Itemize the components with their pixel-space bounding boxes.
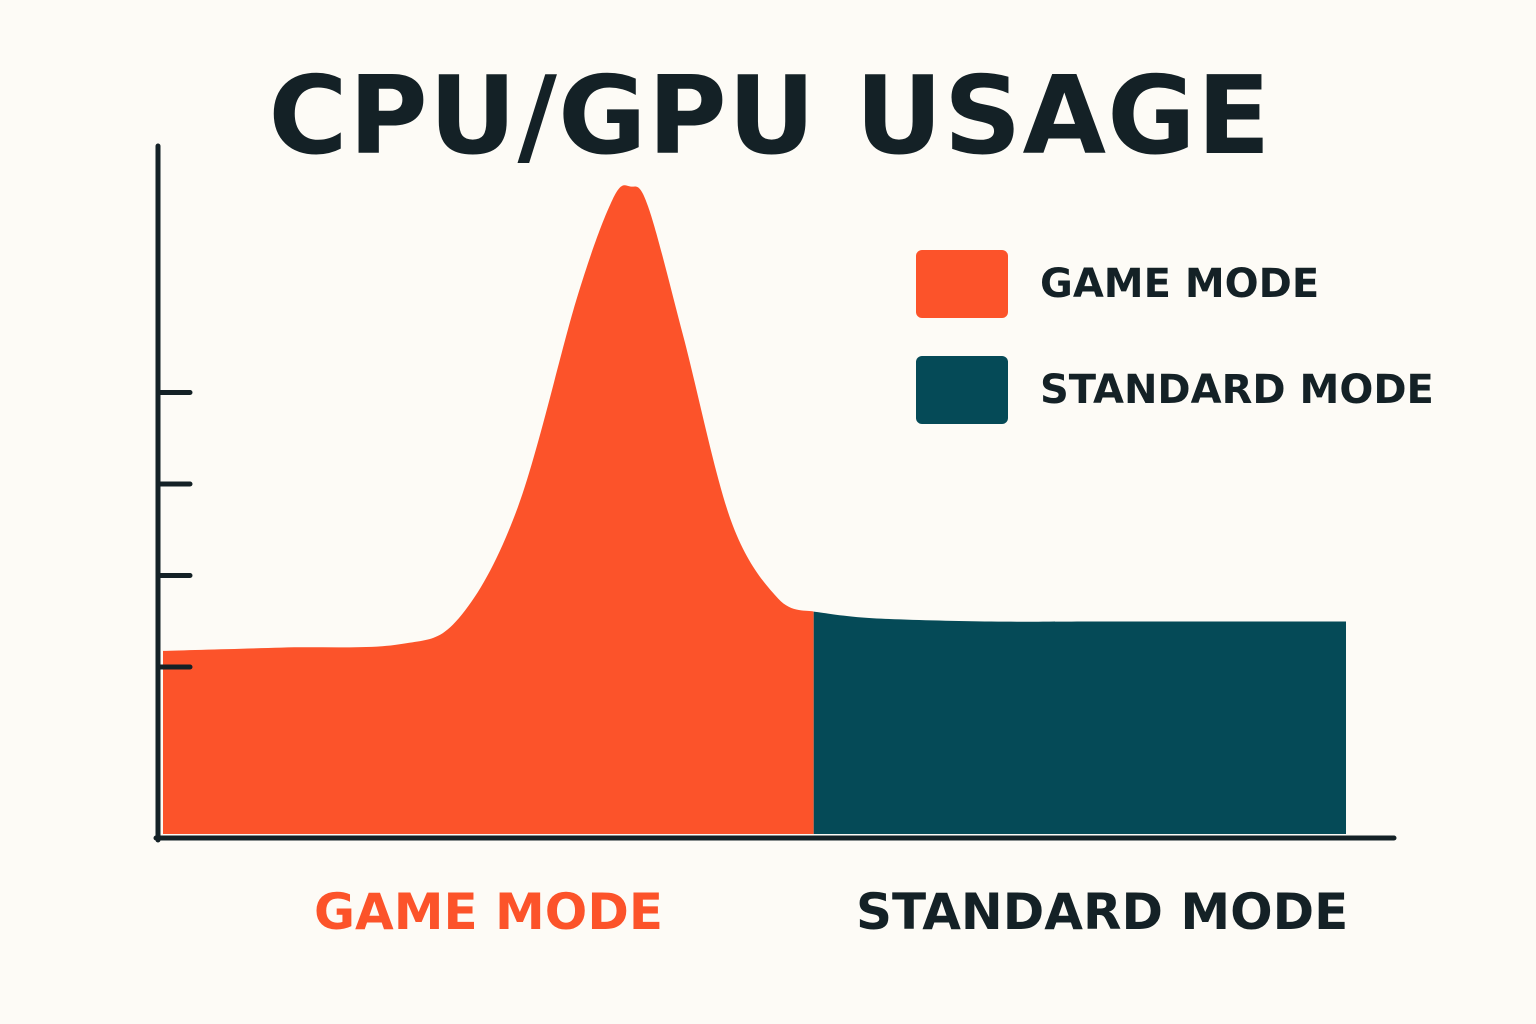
chart-title: CPU/GPU USAGE: [268, 54, 1272, 179]
x-category-label-game-mode: GAME MODE: [314, 883, 663, 941]
legend-label-standard-mode: STANDARD MODE: [1040, 367, 1434, 413]
y-axis-ticks: [155, 390, 193, 670]
x-category-label-standard-mode: STANDARD MODE: [856, 883, 1349, 941]
series-area-standard-mode: [813, 611, 1346, 834]
legend-label-game-mode: GAME MODE: [1040, 261, 1320, 307]
legend-swatch-standard-mode: [916, 356, 1008, 424]
plot-series: [163, 185, 1346, 834]
series-area-game-mode: [163, 185, 814, 834]
legend-swatch-game-mode: [916, 250, 1008, 318]
